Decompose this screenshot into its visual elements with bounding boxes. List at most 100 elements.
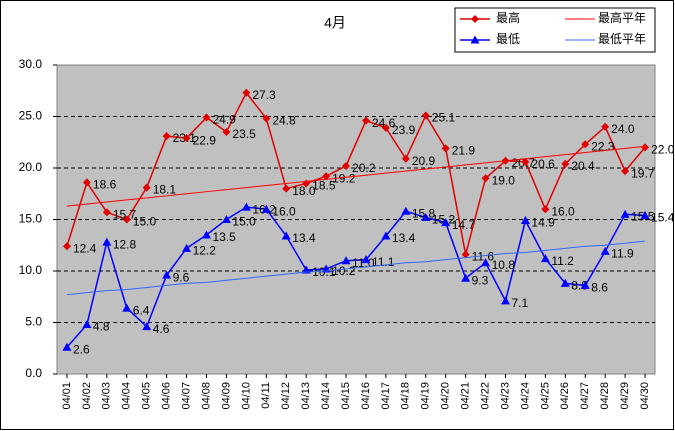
y-tick-label: 20.0 (19, 160, 43, 174)
data-label: 20.6 (531, 157, 555, 171)
series-line (66, 91, 646, 255)
y-tick-label: 15.0 (19, 212, 43, 226)
data-label: 24.0 (611, 122, 635, 136)
data-point (162, 270, 172, 279)
data-label: 21.9 (452, 144, 476, 158)
data-label: 13.5 (213, 230, 237, 244)
x-tick-label: 04/22 (479, 382, 491, 410)
x-tick-label: 04/17 (380, 382, 392, 410)
x-tick-label: 04/04 (121, 382, 133, 410)
data-point (541, 205, 550, 214)
x-tick-label: 04/10 (240, 382, 252, 410)
x-tick-label: 04/14 (320, 382, 332, 410)
data-label: 14.9 (531, 216, 555, 230)
legend-box (454, 7, 656, 53)
data-label: 4.8 (93, 320, 110, 334)
data-point (441, 144, 450, 153)
data-label: 9.6 (173, 270, 190, 284)
data-point (182, 134, 191, 143)
data-point (221, 215, 231, 223)
series-line (66, 206, 646, 348)
data-point (261, 204, 271, 213)
data-label: 12.8 (113, 237, 137, 251)
data-label: 11.9 (611, 247, 634, 261)
x-tick-label: 04/05 (141, 382, 153, 410)
data-label: 11.1 (372, 255, 395, 269)
x-tick-label: 04/21 (460, 382, 472, 410)
data-label: 12.2 (193, 244, 217, 258)
data-label: 15.0 (133, 215, 157, 229)
data-point (241, 202, 251, 211)
legend-label: 最低 (496, 32, 520, 46)
data-label: 12.4 (73, 241, 97, 255)
data-point (102, 208, 111, 217)
data-point (581, 140, 590, 149)
data-point (640, 210, 650, 219)
data-point (580, 280, 590, 289)
y-tick-label: 25.0 (19, 109, 43, 123)
x-tick-label: 04/19 (420, 382, 432, 410)
data-label: 10.2 (332, 264, 356, 278)
data-point (561, 159, 570, 168)
data-point (401, 206, 411, 215)
x-tick-label: 04/26 (559, 382, 571, 410)
data-label: 19.0 (492, 173, 516, 187)
data-label: 24.8 (272, 114, 296, 128)
data-label: 18.6 (93, 178, 117, 192)
data-label: 22.9 (193, 133, 217, 147)
data-label: 18.1 (153, 183, 177, 197)
data-point (521, 157, 530, 166)
data-label: 15.8 (412, 206, 436, 220)
data-label: 11.6 (472, 250, 495, 264)
data-point (481, 258, 491, 267)
data-point (282, 184, 291, 193)
data-point (461, 250, 470, 259)
data-label: 19.2 (332, 171, 356, 185)
data-label: 14.7 (452, 218, 476, 232)
data-point (202, 230, 211, 239)
data-point (322, 172, 331, 181)
legend-label: 最高 (496, 10, 520, 25)
data-point (341, 256, 351, 265)
data-point (361, 255, 371, 264)
data-point (122, 215, 131, 224)
data-point (421, 111, 430, 120)
data-label: 15.0 (232, 215, 256, 229)
data-point (342, 161, 351, 170)
legend-label: 最高平年 (598, 10, 646, 25)
x-tick-label: 04/01 (61, 382, 73, 410)
x-tick-label: 04/12 (280, 382, 292, 410)
data-label: 25.1 (432, 111, 456, 125)
x-tick-label: 04/07 (180, 382, 192, 410)
series-line (66, 145, 646, 207)
x-tick-label: 04/27 (579, 382, 591, 410)
x-tick-label: 04/08 (200, 382, 212, 410)
x-tick-label: 04/13 (300, 382, 312, 410)
data-point (222, 127, 231, 136)
data-point (162, 132, 171, 141)
data-point (102, 237, 112, 246)
data-point (122, 303, 132, 312)
data-label: 27.3 (252, 88, 276, 102)
data-point (242, 88, 251, 97)
data-label: 16.0 (551, 204, 575, 218)
data-point (262, 114, 271, 123)
data-label: 15.2 (432, 213, 456, 227)
data-label: 23.9 (392, 123, 416, 137)
x-tick-label: 04/23 (499, 382, 511, 410)
x-tick-label: 04/25 (539, 382, 551, 410)
data-label: 24.9 (213, 113, 237, 127)
data-label: 13.4 (392, 231, 416, 245)
data-point (361, 116, 370, 125)
data-label: 6.4 (133, 303, 150, 317)
x-tick-label: 04/20 (440, 382, 452, 410)
x-tick-label: 04/24 (519, 382, 531, 410)
data-point (641, 143, 650, 152)
data-point (520, 216, 530, 225)
data-label: 15.4 (651, 211, 675, 225)
data-label: 11.2 (551, 254, 574, 268)
data-point (142, 183, 151, 192)
data-point (501, 296, 510, 305)
data-label: 2.6 (73, 342, 90, 356)
data-label: 15.7 (113, 207, 137, 221)
